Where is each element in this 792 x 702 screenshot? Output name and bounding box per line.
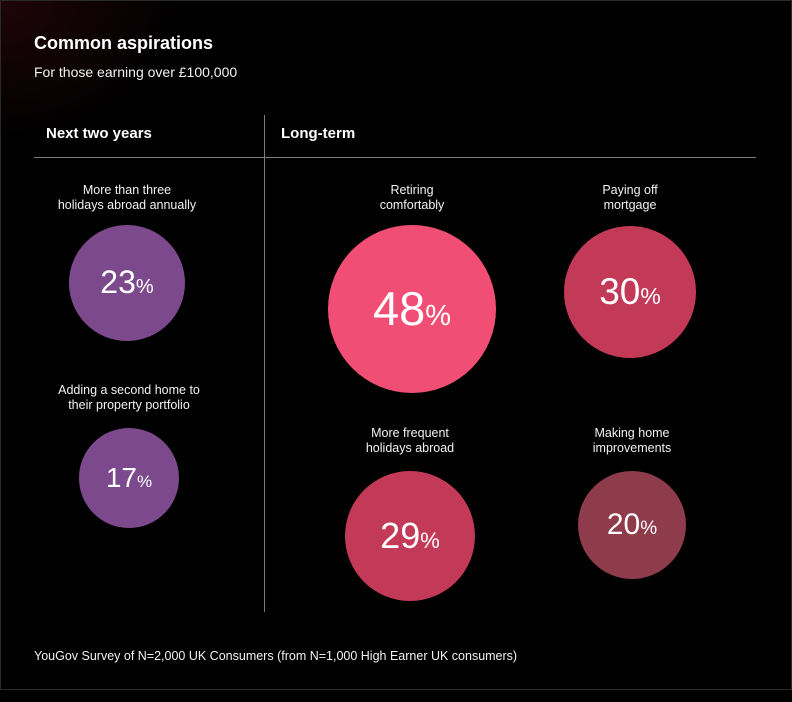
bubble-value-unit: % bbox=[640, 282, 661, 309]
bubble-value: 48% bbox=[373, 281, 451, 336]
bubble-label-adding-a-second-home-to-their-property-portfolio: Adding a second home to their property po… bbox=[29, 383, 229, 413]
bubble-more-frequent-holidays-abroad: 29% bbox=[344, 470, 476, 602]
bubble-label-line: Making home bbox=[594, 426, 670, 440]
bubble-value-number: 20 bbox=[606, 507, 641, 541]
bubble-value-unit: % bbox=[425, 300, 452, 333]
chart-subtitle: For those earning over £100,000 bbox=[34, 64, 238, 80]
bubble-label-line: comfortably bbox=[379, 198, 445, 212]
bubble-making-home-improvements: 20% bbox=[577, 470, 687, 580]
bubble-value: 17% bbox=[106, 462, 152, 494]
source-note: YouGov Survey of N=2,000 UK Consumers (f… bbox=[34, 649, 518, 663]
bubble-paying-off-mortgage: 30% bbox=[563, 225, 697, 359]
bubble-value-unit: % bbox=[137, 471, 153, 491]
bubble-value-unit: % bbox=[640, 517, 658, 539]
bubble-value: 20% bbox=[607, 508, 657, 542]
bubble-label-line: More than three bbox=[82, 183, 172, 197]
bubble-label-retiring-comfortably: Retiring comfortably bbox=[312, 183, 512, 213]
bubble-more-than-three-holidays-abroad-annually: 23% bbox=[68, 224, 186, 342]
bubble-value-number: 29 bbox=[380, 514, 421, 556]
bubble-value-number: 17 bbox=[105, 461, 137, 493]
bubble-value: 30% bbox=[599, 271, 661, 313]
bubble-label-line: holidays abroad bbox=[365, 441, 455, 455]
bubble-label-line: Adding a second home to bbox=[58, 383, 200, 397]
bubble-label-paying-off-mortgage: Paying off mortgage bbox=[530, 183, 730, 213]
bubble-label-line: their property portfolio bbox=[68, 398, 190, 412]
bubble-label-line: More frequent bbox=[371, 426, 449, 440]
group-heading-long-term: Long-term bbox=[281, 125, 356, 142]
bubble-adding-a-second-home-to-their-property-portfolio: 17% bbox=[79, 428, 179, 528]
header-divider bbox=[34, 157, 756, 158]
bubble-label-line: mortgage bbox=[603, 198, 657, 212]
bubble-retiring-comfortably: 48% bbox=[328, 225, 496, 393]
bubble-label-making-home-improvements: Making home improvements bbox=[532, 426, 732, 456]
bubble-value-number: 23 bbox=[100, 264, 136, 301]
bubble-label-more-than-three-holidays-abroad-annually: More than three holidays abroad annually bbox=[27, 183, 227, 213]
bubble-label-more-frequent-holidays-abroad: More frequent holidays abroad bbox=[310, 426, 510, 456]
bubble-label-line: Retiring bbox=[390, 183, 434, 197]
bubble-value-number: 30 bbox=[599, 270, 641, 312]
bubble-value-unit: % bbox=[135, 276, 154, 299]
bubble-label-line: Paying off bbox=[602, 183, 658, 197]
bubble-label-line: improvements bbox=[592, 441, 672, 455]
bubble-value: 29% bbox=[380, 515, 440, 557]
bubble-value: 23% bbox=[100, 264, 153, 301]
group-heading-next-two-years: Next two years bbox=[46, 125, 152, 142]
chart-title: Common aspirations bbox=[34, 33, 214, 53]
column-divider bbox=[264, 115, 265, 612]
bubble-value-number: 48 bbox=[372, 282, 426, 336]
bubble-label-line: holidays abroad annually bbox=[57, 198, 197, 212]
bubble-value-unit: % bbox=[420, 527, 440, 553]
